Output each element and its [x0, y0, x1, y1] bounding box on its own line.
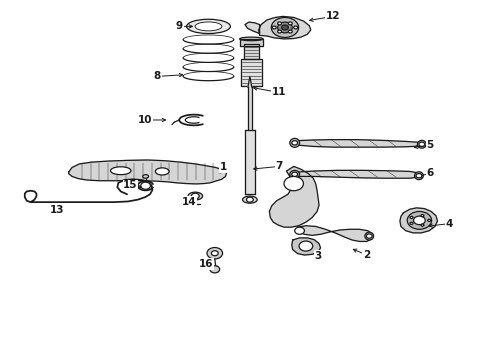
Circle shape: [272, 26, 276, 29]
Polygon shape: [69, 160, 226, 184]
Polygon shape: [241, 59, 262, 86]
Circle shape: [282, 25, 288, 30]
Ellipse shape: [290, 170, 299, 178]
Text: 2: 2: [363, 250, 370, 260]
Text: 15: 15: [123, 180, 138, 190]
Circle shape: [294, 227, 304, 234]
Circle shape: [210, 266, 220, 273]
Ellipse shape: [155, 168, 169, 175]
Ellipse shape: [111, 167, 131, 175]
Ellipse shape: [187, 19, 230, 33]
Ellipse shape: [290, 138, 299, 147]
Text: 5: 5: [426, 140, 434, 150]
Circle shape: [141, 182, 150, 189]
Ellipse shape: [415, 172, 423, 180]
Text: 6: 6: [426, 168, 434, 178]
Circle shape: [410, 222, 413, 224]
Ellipse shape: [417, 140, 426, 148]
Ellipse shape: [195, 22, 222, 31]
Circle shape: [416, 174, 422, 178]
Ellipse shape: [188, 192, 202, 200]
Text: 12: 12: [325, 12, 340, 21]
Circle shape: [278, 22, 292, 33]
Text: 3: 3: [315, 251, 322, 261]
Circle shape: [294, 26, 297, 29]
Text: 8: 8: [154, 71, 161, 81]
Circle shape: [419, 142, 425, 147]
Circle shape: [284, 176, 303, 191]
Polygon shape: [259, 17, 311, 39]
Circle shape: [246, 197, 253, 202]
Polygon shape: [245, 130, 255, 194]
Text: 4: 4: [446, 219, 453, 229]
Ellipse shape: [243, 196, 257, 203]
Text: 7: 7: [275, 161, 283, 171]
Circle shape: [367, 234, 372, 238]
Polygon shape: [296, 140, 421, 147]
Text: 16: 16: [199, 259, 213, 269]
Polygon shape: [248, 76, 252, 87]
Circle shape: [407, 211, 432, 229]
Circle shape: [292, 172, 297, 176]
Text: 1: 1: [220, 162, 227, 172]
Circle shape: [421, 224, 424, 226]
Text: 10: 10: [138, 115, 152, 125]
Polygon shape: [400, 208, 438, 233]
Circle shape: [278, 22, 282, 25]
Text: 11: 11: [272, 87, 286, 98]
Circle shape: [207, 248, 222, 259]
Polygon shape: [240, 39, 263, 46]
Circle shape: [271, 18, 298, 37]
Circle shape: [288, 30, 292, 33]
Polygon shape: [244, 44, 259, 59]
Circle shape: [192, 193, 199, 199]
Text: 14: 14: [182, 197, 196, 207]
Circle shape: [211, 251, 218, 256]
Circle shape: [410, 216, 413, 219]
Circle shape: [288, 22, 292, 25]
Circle shape: [299, 241, 313, 251]
Polygon shape: [245, 22, 260, 33]
Ellipse shape: [240, 37, 263, 41]
Circle shape: [278, 30, 282, 33]
Polygon shape: [270, 166, 319, 227]
Ellipse shape: [365, 232, 374, 240]
Text: 9: 9: [175, 21, 183, 31]
Text: 13: 13: [50, 205, 65, 215]
Circle shape: [421, 215, 424, 217]
Circle shape: [428, 219, 431, 221]
Polygon shape: [296, 170, 418, 178]
Polygon shape: [248, 87, 252, 130]
Circle shape: [414, 216, 425, 225]
Polygon shape: [292, 238, 320, 255]
Ellipse shape: [143, 175, 148, 178]
Circle shape: [292, 141, 297, 145]
Polygon shape: [297, 226, 373, 242]
